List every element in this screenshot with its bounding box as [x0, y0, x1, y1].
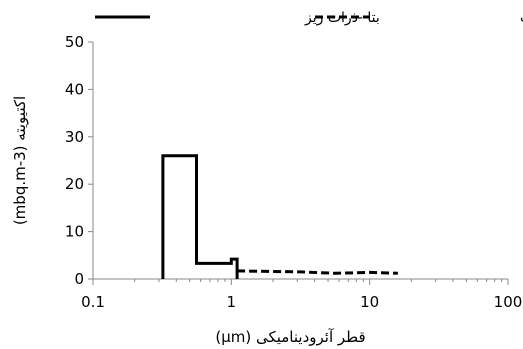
legend-label-2: بتا -ذرات درشت — [520, 10, 523, 26]
y-tick-label: 30 — [65, 128, 84, 146]
y-tick-label: 0 — [74, 270, 84, 288]
x-tick-label: 100 — [494, 293, 523, 311]
y-tick-label: 50 — [65, 33, 84, 51]
y-axis-title: اکتیویته (mbq.m-3) — [11, 96, 29, 225]
y-tick-label: 10 — [65, 223, 84, 241]
axes: 0 10 20 30 40 50 0.1 1 10 100 — [65, 33, 522, 311]
x-axis-title: قطر آئرودینامیکی (µm) — [215, 328, 365, 346]
series-line-2 — [237, 269, 398, 275]
x-tick-label: 10 — [360, 293, 379, 311]
series-line-1 — [161, 154, 239, 279]
y-tick-label: 40 — [65, 80, 84, 98]
x-tick-label: 1 — [227, 293, 237, 311]
series-layer — [161, 154, 398, 279]
y-tick-label: 20 — [65, 175, 84, 193]
legend: بتا -ذرات ریزبتا -ذرات درشت — [95, 10, 523, 26]
x-tick-label: 0.1 — [81, 293, 105, 311]
